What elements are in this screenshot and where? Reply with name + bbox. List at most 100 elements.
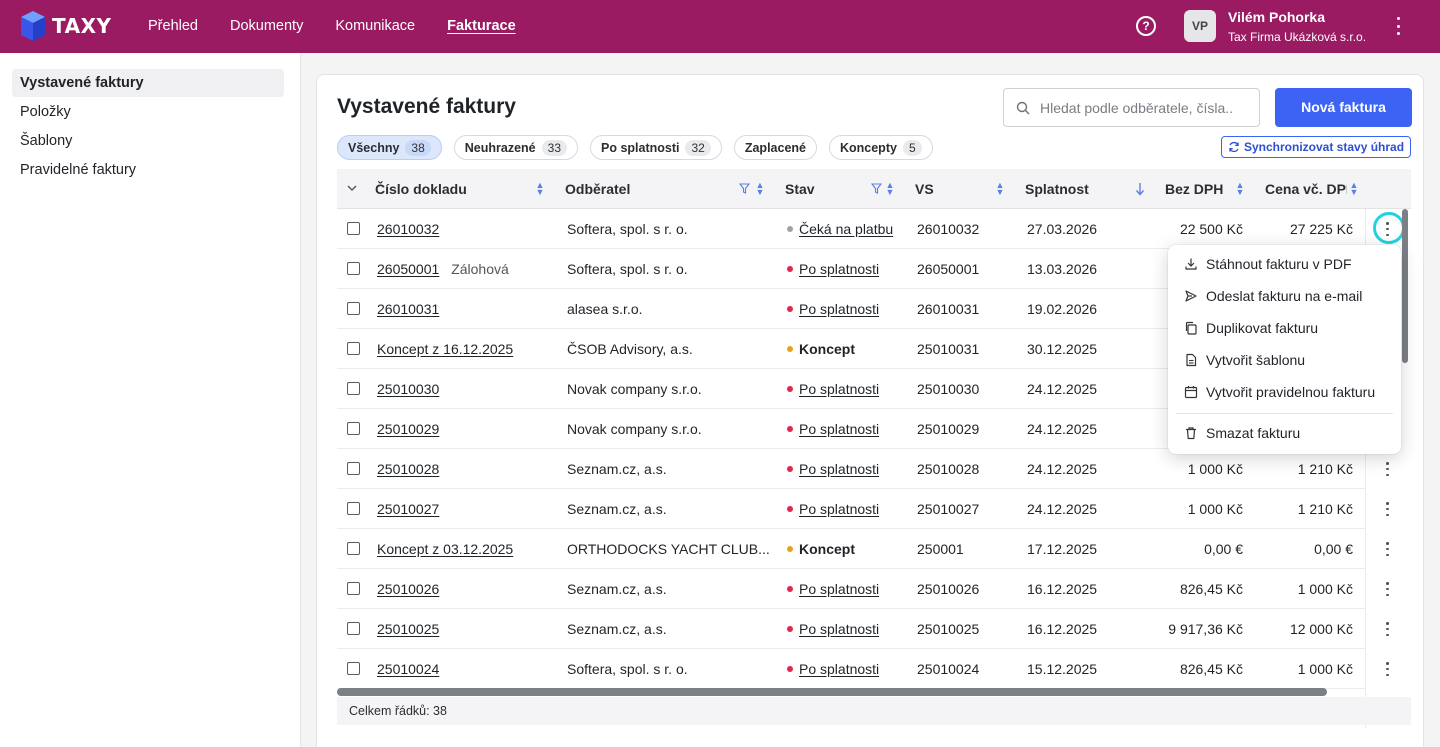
invoice-number-link[interactable]: Koncept z 16.12.2025: [377, 341, 514, 357]
invoice-number-link[interactable]: 25010024: [377, 661, 440, 677]
row-checkbox[interactable]: [347, 222, 360, 235]
menu-item-create-recurring[interactable]: Vytvořit pravidelnou fakturu: [1168, 377, 1401, 407]
status-badge[interactable]: Po splatnosti: [799, 381, 880, 397]
table-row[interactable]: 25010030 Novak company s.r.o. Po splatnost…: [337, 369, 1411, 409]
col-header-gross[interactable]: Cena vč. DPH: [1265, 181, 1347, 197]
user-name[interactable]: Vilém Pohorka: [1228, 9, 1326, 25]
filter-chip-neuhrazene[interactable]: Neuhrazené 33: [453, 135, 578, 160]
menu-item-duplicate[interactable]: Duplikovat fakturu: [1168, 313, 1401, 343]
row-checkbox[interactable]: [347, 262, 360, 275]
horizontal-scrollbar[interactable]: [337, 688, 1327, 696]
row-checkbox[interactable]: [347, 302, 360, 315]
status-badge[interactable]: Po splatnosti: [799, 661, 880, 677]
row-menu-kebab-icon[interactable]: [1386, 542, 1390, 556]
new-invoice-button[interactable]: Nová faktura: [1275, 88, 1412, 127]
row-checkbox[interactable]: [347, 502, 360, 515]
sidebar-item-polozky[interactable]: Položky: [20, 104, 71, 120]
row-checkbox[interactable]: [347, 622, 360, 635]
expand-all-chevron-icon[interactable]: [347, 184, 357, 192]
nav-prehled[interactable]: Přehled: [148, 18, 198, 34]
nav-fakturace[interactable]: Fakturace: [447, 18, 516, 34]
menu-item-create-template[interactable]: Vytvořit šablonu: [1168, 345, 1401, 375]
filter-chip-vsechny[interactable]: Všechny 38: [337, 135, 442, 160]
row-checkbox[interactable]: [347, 542, 360, 555]
row-menu-kebab-icon[interactable]: [1386, 222, 1390, 236]
invoice-number-link[interactable]: 25010028: [377, 461, 440, 477]
help-icon[interactable]: ?: [1136, 16, 1156, 36]
row-checkbox[interactable]: [347, 662, 360, 675]
status-badge[interactable]: Po splatnosti: [799, 581, 880, 597]
sidebar-item-vystavene-faktury[interactable]: Vystavené faktury: [12, 69, 284, 97]
status-badge[interactable]: Po splatnosti: [799, 461, 880, 477]
sort-icon[interactable]: ▲ ▼: [535, 180, 545, 197]
invoice-number-link[interactable]: Koncept z 03.12.2025: [377, 541, 514, 557]
row-checkbox[interactable]: [347, 582, 360, 595]
row-checkbox[interactable]: [347, 422, 360, 435]
row-menu-kebab-icon[interactable]: [1386, 462, 1390, 476]
sort-icon[interactable]: ▲ ▼: [755, 180, 765, 197]
menu-item-send-email[interactable]: Odeslat fakturu na e-mail: [1168, 281, 1401, 311]
status-badge[interactable]: Čeká na platbu: [799, 221, 894, 237]
filter-chip-zaplacene[interactable]: Zaplacené: [733, 135, 817, 160]
menu-item-download-pdf[interactable]: Stáhnout fakturu v PDF: [1168, 249, 1401, 279]
row-menu-kebab-icon[interactable]: [1386, 502, 1390, 516]
sort-icon[interactable]: ▲ ▼: [995, 180, 1005, 197]
sidebar-item-pravidelne-faktury[interactable]: Pravidelné faktury: [20, 162, 137, 178]
status-badge[interactable]: Po splatnosti: [799, 621, 880, 637]
sidebar-item-sablony[interactable]: Šablony: [20, 133, 73, 149]
avatar[interactable]: VP: [1184, 10, 1216, 42]
row-checkbox[interactable]: [347, 342, 360, 355]
table-row[interactable]: Koncept z 03.12.2025 ORTHODOCKS YACHT CLU…: [337, 529, 1411, 569]
invoice-number-link[interactable]: 25010027: [377, 501, 440, 517]
sort-icon[interactable]: ▲ ▼: [1235, 180, 1245, 197]
invoice-number-link[interactable]: 25010030: [377, 381, 440, 397]
row-checkbox[interactable]: [347, 382, 360, 395]
col-header-due[interactable]: Splatnost: [1025, 181, 1089, 197]
sync-payments-button[interactable]: Synchronizovat stavy úhrad: [1221, 136, 1412, 158]
search-box[interactable]: [1003, 88, 1260, 127]
table-row[interactable]: Koncept z 16.12.2025 ČSOB Advisory, a.s. K…: [337, 329, 1411, 369]
table-row[interactable]: 25010024 Softera, spol. s r. o. Po splatno…: [337, 649, 1411, 689]
status-badge[interactable]: Po splatnosti: [799, 501, 880, 517]
filter-icon[interactable]: [739, 183, 750, 194]
search-input[interactable]: [1040, 99, 1250, 116]
invoice-number-link[interactable]: 25010026: [377, 581, 440, 597]
nav-dokumenty[interactable]: Dokumenty: [229, 18, 304, 34]
row-menu-kebab-icon[interactable]: [1386, 622, 1390, 636]
table-row[interactable]: 25010029 Novak company s.r.o. Po splatnost…: [337, 409, 1411, 449]
user-menu-kebab-icon[interactable]: [1392, 14, 1404, 38]
table-row[interactable]: 25010027 Seznam.cz, a.s. Po splatnosti 2501…: [337, 489, 1411, 529]
logo[interactable]: TAXY: [20, 10, 111, 42]
status-badge[interactable]: Po splatnosti: [799, 301, 880, 317]
invoice-number-link[interactable]: 26010031: [377, 301, 440, 317]
col-header-status[interactable]: Stav: [785, 181, 815, 197]
status-badge[interactable]: Po splatnosti: [799, 261, 880, 277]
filter-chip-po-splatnosti[interactable]: Po splatnosti 32: [590, 135, 722, 160]
row-menu-kebab-focus-ring[interactable]: [1373, 212, 1405, 244]
invoice-number-link[interactable]: 26010032: [377, 221, 440, 237]
col-header-net[interactable]: Bez DPH: [1165, 181, 1224, 197]
table-row[interactable]: 26010032 Softera, spol. s r. o. Čeká na pl…: [337, 209, 1411, 249]
filter-chip-koncepty[interactable]: Koncepty 5: [828, 135, 933, 160]
table-row[interactable]: 25010028 Seznam.cz, a.s. Po splatnosti 2501…: [337, 449, 1411, 489]
filter-icon[interactable]: [871, 183, 882, 194]
row-menu-kebab-icon[interactable]: [1386, 582, 1390, 596]
table-row[interactable]: 25010026 Seznam.cz, a.s. Po splatnosti 2501…: [337, 569, 1411, 609]
row-menu-kebab-icon[interactable]: [1386, 662, 1390, 676]
sort-desc-arrow-icon[interactable]: [1135, 182, 1145, 196]
menu-item-delete[interactable]: Smazat fakturu: [1168, 418, 1401, 448]
sort-icon[interactable]: ▲ ▼: [1349, 180, 1359, 197]
col-header-customer[interactable]: Odběratel: [565, 181, 631, 197]
col-header-vs[interactable]: VS: [915, 181, 934, 197]
invoice-number-link[interactable]: 25010025: [377, 621, 440, 637]
table-row[interactable]: 26010031 alasea s.r.o. Po splatnosti 260100…: [337, 289, 1411, 329]
col-header-number[interactable]: Číslo dokladu: [375, 181, 467, 197]
status-badge[interactable]: Po splatnosti: [799, 421, 880, 437]
table-row[interactable]: 26050001 Zálohová Softera, spol. s r. o. P…: [337, 249, 1411, 289]
invoice-number-link[interactable]: 25010029: [377, 421, 440, 437]
invoice-number-link[interactable]: 26050001: [377, 261, 440, 277]
table-row[interactable]: 25010025 Seznam.cz, a.s. Po splatnosti 2501…: [337, 609, 1411, 649]
nav-komunikace[interactable]: Komunikace: [335, 18, 416, 34]
vertical-scrollbar[interactable]: [1402, 209, 1408, 363]
row-checkbox[interactable]: [347, 462, 360, 475]
